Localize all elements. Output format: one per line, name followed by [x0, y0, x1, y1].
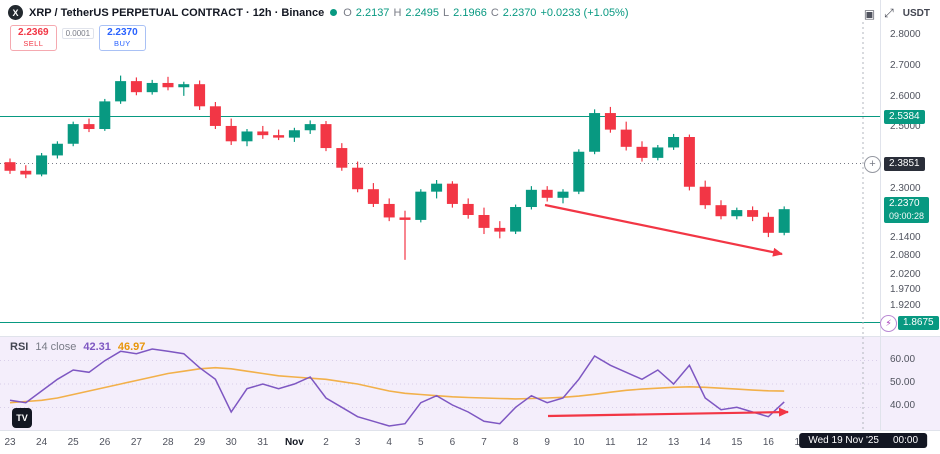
symbol-title[interactable]: XRP / TetherUS PERPETUAL CONTRACT · 12h …: [29, 6, 325, 19]
time-axis[interactable]: [0, 430, 940, 454]
rsi-params: 14 close: [35, 341, 77, 353]
low-label: L: [443, 6, 450, 19]
future-date-text: Wed 19 Nov '25: [808, 435, 879, 446]
close-label: C: [490, 6, 499, 19]
top-right-controls: ▣ ⤢ USDT: [864, 6, 930, 21]
quote-currency-toggle[interactable]: USDT: [902, 8, 930, 19]
sell-label: SELL: [23, 39, 44, 48]
high-label: H: [393, 6, 402, 19]
rsi-value: 42.31: [83, 341, 111, 353]
price-axis[interactable]: [880, 22, 940, 430]
open-label: O: [343, 6, 352, 19]
low-value: 2.1966: [453, 6, 487, 19]
ohlc-readout: O 2.2137 H 2.2495 L 2.1966 C 2.2370 +0.0…: [343, 7, 628, 19]
buy-label: BUY: [114, 39, 131, 48]
price-levels[interactable]: [0, 116, 880, 324]
lightning-icon[interactable]: ⚡: [880, 314, 897, 332]
rsi-ma-value: 46.97: [117, 341, 146, 353]
rsi-indicator-header[interactable]: RSI 14 close 42.31 46.97: [10, 341, 145, 353]
xrp-logo-icon: X: [8, 5, 23, 20]
spread-value: 0.0001: [61, 28, 95, 39]
sell-price: 2.2369: [18, 27, 49, 38]
trend-arrow-drawing[interactable]: [544, 203, 783, 257]
high-value: 2.2495: [405, 6, 440, 19]
future-date-badge: Wed 19 Nov '25 00:00: [799, 433, 928, 448]
buy-price: 2.2370: [107, 27, 138, 38]
price-axis-separator: [880, 0, 881, 430]
panels-icon[interactable]: ▣: [863, 6, 876, 21]
trade-panel: 2.2369 SELL 0.0001 2.2370 BUY: [10, 25, 146, 51]
future-time-text: 00:00: [893, 435, 919, 446]
rsi-name: RSI: [10, 341, 29, 353]
sell-button[interactable]: 2.2369 SELL: [10, 25, 57, 51]
buy-button[interactable]: 2.2370 BUY: [99, 25, 146, 51]
add-alert-icon[interactable]: +: [864, 155, 881, 173]
market-status-dot: [330, 9, 338, 16]
maximize-icon[interactable]: ⤢: [884, 6, 894, 20]
rsi-panel-separator[interactable]: [0, 336, 940, 337]
candlestick-series: [4, 75, 790, 260]
chart-header: X XRP / TetherUS PERPETUAL CONTRACT · 12…: [8, 5, 629, 20]
change-value: +0.0233 (+1.05%): [540, 6, 629, 19]
tradingview-logo[interactable]: TV: [12, 408, 32, 428]
open-value: 2.2137: [355, 6, 390, 19]
close-value: 2.2370: [502, 6, 537, 19]
